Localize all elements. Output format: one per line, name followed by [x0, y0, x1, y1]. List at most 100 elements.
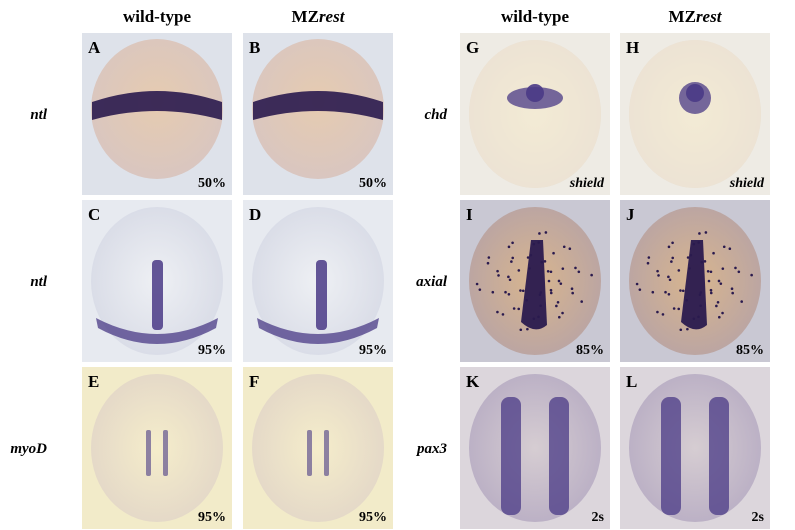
panel-letter: G: [466, 38, 479, 57]
stain: [577, 270, 581, 274]
stain: [681, 240, 707, 330]
column-header: MZrest: [292, 7, 346, 26]
stain: [487, 256, 491, 259]
stain: [519, 328, 523, 332]
stain: [731, 291, 734, 295]
stain: [552, 251, 555, 255]
stain: [671, 256, 675, 260]
stain: [677, 269, 681, 272]
panel-art: [629, 374, 761, 522]
panel-letter: B: [249, 38, 260, 57]
stain: [507, 275, 510, 279]
stain: [253, 91, 383, 120]
stain: [709, 288, 713, 292]
panel-art: [91, 374, 223, 522]
stain: [517, 269, 521, 272]
panel-stage: 85%: [736, 343, 764, 358]
stain: [679, 328, 683, 332]
stain: [526, 256, 530, 259]
panel-art: [252, 207, 384, 355]
stain: [316, 260, 327, 330]
panel-stage: shield: [729, 176, 765, 191]
embryo: [252, 374, 384, 522]
stain: [507, 293, 511, 296]
panel-letter: E: [88, 372, 99, 391]
stain: [521, 289, 525, 293]
column-header: wild-type: [501, 7, 569, 26]
header-prefix: MZ: [292, 7, 319, 26]
panel-letter: A: [88, 38, 101, 57]
stain: [559, 282, 563, 285]
header-italic: rest: [696, 7, 723, 26]
stain: [737, 270, 741, 274]
stain: [681, 289, 685, 293]
stain: [519, 289, 522, 292]
header-prefix: MZ: [669, 7, 696, 26]
stain: [750, 273, 753, 277]
stain: [590, 273, 593, 277]
stain: [526, 84, 544, 102]
panel: F 95%: [243, 367, 393, 529]
panel: C 95%: [82, 200, 232, 362]
stain: [478, 288, 482, 291]
stain: [501, 397, 521, 515]
panel-art: [469, 207, 601, 355]
panel-art: [252, 374, 384, 522]
stain: [511, 241, 514, 245]
stain: [512, 307, 516, 310]
stain: [638, 288, 642, 291]
stain: [686, 84, 704, 102]
stain: [656, 269, 659, 273]
panel-letter: C: [88, 205, 100, 224]
stain: [558, 315, 561, 319]
column-header: MZrest: [669, 7, 723, 26]
row-label: ntl: [30, 107, 48, 123]
stain: [557, 279, 561, 283]
stain: [547, 279, 551, 283]
stain: [526, 327, 529, 331]
stain: [721, 311, 724, 315]
panel-letter: D: [249, 205, 261, 224]
stain: [555, 304, 558, 308]
stain: [712, 251, 715, 255]
stain: [664, 290, 667, 294]
column-header: wild-type: [123, 7, 191, 26]
stain: [491, 290, 495, 294]
panel-letter: I: [466, 205, 473, 224]
stain: [546, 269, 550, 273]
stain: [715, 304, 718, 308]
stain: [698, 232, 701, 235]
panel-stage: 95%: [359, 343, 387, 358]
stain: [96, 318, 218, 344]
stain: [324, 430, 329, 476]
stain: [635, 282, 639, 286]
row-label: axial: [416, 274, 448, 290]
stain: [661, 397, 681, 515]
stain: [507, 245, 511, 249]
stain: [163, 430, 168, 476]
panel-stage: shield: [569, 176, 605, 191]
stain: [561, 311, 564, 315]
panel-stage: 50%: [359, 176, 387, 191]
stain: [728, 247, 732, 251]
stain: [511, 256, 515, 260]
panel-letter: H: [626, 38, 639, 57]
stain: [538, 232, 541, 235]
panel-letter: J: [626, 205, 635, 224]
row-label: chd: [425, 107, 448, 123]
stain: [707, 279, 711, 283]
stain: [152, 260, 163, 330]
stain: [496, 310, 499, 314]
embryo: [469, 374, 601, 522]
stain: [651, 290, 655, 294]
stain: [704, 231, 708, 234]
panel-art: [629, 207, 761, 355]
stain: [501, 313, 505, 316]
stain: [730, 287, 734, 290]
panel-art: [252, 39, 384, 179]
stain: [486, 261, 490, 265]
stain: [497, 274, 500, 277]
stain: [709, 270, 713, 274]
